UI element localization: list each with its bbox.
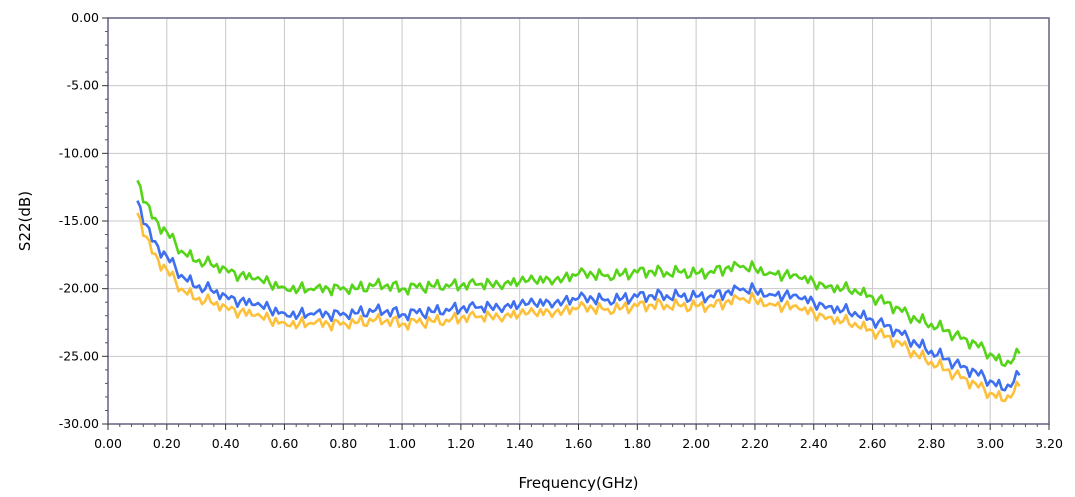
x-tick-label: 1.00 <box>388 436 416 451</box>
x-tick-label: 0.20 <box>153 436 181 451</box>
y-tick-label: -25.00 <box>59 348 99 363</box>
x-tick-label: 2.40 <box>800 436 828 451</box>
x-tick-label: 1.40 <box>506 436 534 451</box>
x-axis: 0.00 0.20 0.40 0.60 0.80 1.00 1.20 1.40 1.60 1.80… <box>94 424 1063 451</box>
x-tick-label: 0.00 <box>94 436 122 451</box>
x-tick-label: 1.80 <box>623 436 651 451</box>
x-tick-label: 2.00 <box>682 436 710 451</box>
x-tick-label: 2.80 <box>917 436 945 451</box>
grid <box>108 18 1049 424</box>
x-tick-label: 1.60 <box>565 436 593 451</box>
series-line-3 <box>136 212 1021 403</box>
y-tick-label: -5.00 <box>67 78 99 93</box>
y-tick-label: -30.00 <box>59 416 99 431</box>
y-tick-label: -20.00 <box>59 281 99 296</box>
x-tick-label: 0.60 <box>271 436 299 451</box>
series-line-2 <box>136 200 1021 392</box>
y-axis: 0.00 -5.00 -10.00 -15.00 -20.00 -25.00 -30.00 <box>59 10 108 431</box>
x-tick-label: 2.60 <box>859 436 887 451</box>
x-axis-title: Frequency(GHz) <box>519 474 639 492</box>
series-layer <box>136 179 1021 403</box>
x-tick-label: 3.00 <box>976 436 1004 451</box>
x-tick-label: 0.40 <box>212 436 240 451</box>
y-tick-label: -10.00 <box>59 145 99 160</box>
y-tick-label: -15.00 <box>59 213 99 228</box>
x-tick-label: 2.20 <box>741 436 769 451</box>
y-axis-title: S22(dB) <box>16 191 34 251</box>
y-tick-label: 0.00 <box>71 10 99 25</box>
x-tick-label: 1.20 <box>447 436 475 451</box>
x-tick-label: 0.80 <box>329 436 357 451</box>
series-line-1 <box>136 179 1021 368</box>
x-tick-label: 3.20 <box>1035 436 1063 451</box>
